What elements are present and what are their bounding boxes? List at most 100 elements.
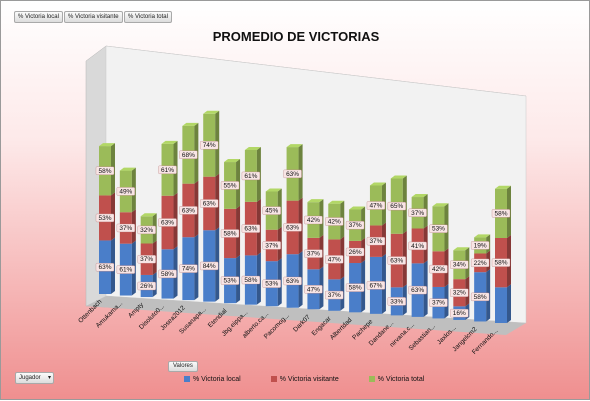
- data-label: 68%: [182, 152, 195, 159]
- data-label: 47%: [307, 286, 320, 293]
- data-label: 47%: [328, 256, 341, 263]
- data-label-box: [200, 141, 219, 150]
- chevron-down-icon: ▾: [47, 375, 51, 381]
- data-label: 32%: [453, 290, 466, 297]
- data-label-box: [387, 297, 406, 306]
- bar-top-cap: [99, 143, 115, 147]
- data-label: 74%: [182, 266, 195, 273]
- data-label-box: [200, 199, 219, 208]
- data-label: 63%: [390, 258, 403, 265]
- data-label-box: [325, 290, 344, 300]
- data-label-box: [387, 256, 406, 265]
- data-label: 63%: [182, 207, 195, 214]
- data-label: 37%: [119, 225, 132, 232]
- data-label-box: [158, 165, 177, 174]
- data-label-box: [366, 201, 386, 210]
- data-label: 37%: [411, 210, 424, 217]
- legend-item-visitante: % Victoria visitante: [270, 373, 339, 385]
- legend-label-visitante: % Victoria visitante: [279, 375, 339, 383]
- bar-top-cap: [119, 167, 136, 171]
- data-label-box: [283, 169, 302, 179]
- data-label: 53%: [98, 215, 111, 222]
- data-label-box: [179, 264, 198, 273]
- data-label-box: [491, 209, 511, 218]
- bar-top-cap: [307, 199, 324, 203]
- data-label-box: [158, 218, 177, 227]
- field-button-local[interactable]: % Victoria local: [14, 11, 63, 23]
- data-label-box: [325, 217, 344, 226]
- data-label-box: [95, 213, 115, 223]
- data-label-box: [408, 285, 427, 295]
- data-label-box: [429, 264, 448, 274]
- bar-top-cap: [182, 122, 199, 126]
- data-label: 63%: [286, 278, 299, 285]
- data-label-box: [137, 281, 156, 291]
- data-label-box: [345, 221, 365, 230]
- data-label: 58%: [494, 260, 507, 267]
- data-label-box: [345, 283, 365, 292]
- data-label: 63%: [411, 287, 424, 294]
- data-label-box: [387, 201, 406, 211]
- data-label: 37%: [349, 222, 362, 229]
- bar-top-cap: [328, 200, 345, 204]
- data-label: 26%: [140, 283, 153, 290]
- data-label-box: [304, 249, 323, 258]
- data-label-box: [116, 265, 135, 274]
- data-label: 42%: [328, 219, 341, 226]
- data-label: 26%: [349, 249, 362, 256]
- data-label: 32%: [140, 227, 153, 234]
- data-label: 34%: [453, 262, 466, 269]
- data-label: 53%: [432, 226, 445, 233]
- data-label-box: [137, 225, 156, 235]
- data-label: 63%: [286, 171, 299, 178]
- data-label-box: [450, 288, 469, 297]
- data-label: 47%: [369, 202, 382, 209]
- data-label: 42%: [307, 217, 320, 224]
- data-label-box: [179, 150, 198, 159]
- data-label: 16%: [453, 310, 466, 317]
- data-label-box: [345, 247, 365, 257]
- field-button-visitante[interactable]: % Victoria visitante: [64, 11, 123, 23]
- data-label-box: [241, 171, 261, 181]
- field-button-total[interactable]: % Victoria total: [124, 11, 172, 23]
- bar-top-cap: [286, 144, 303, 148]
- legend-item-local: % Victoria local: [184, 373, 241, 385]
- data-label: 58%: [474, 294, 487, 301]
- data-label-box: [429, 224, 448, 233]
- data-label-box: [304, 215, 323, 225]
- data-label: 37%: [140, 256, 153, 263]
- data-label-box: [262, 241, 281, 250]
- data-label-box: [325, 255, 344, 264]
- data-label-box: [262, 206, 281, 215]
- bar-segment: [495, 287, 507, 323]
- values-field-button[interactable]: Valores: [168, 361, 198, 372]
- data-label: 45%: [265, 208, 278, 215]
- data-label-box: [471, 241, 490, 250]
- data-label-box: [283, 223, 302, 232]
- data-label: 63%: [286, 224, 299, 231]
- data-label: 58%: [224, 230, 237, 237]
- legend-label-total: % Victoria total: [377, 375, 425, 383]
- chart-floor: [86, 296, 526, 335]
- bar-top-cap: [495, 185, 511, 189]
- bar-top-cap: [244, 146, 261, 150]
- data-label: 58%: [494, 210, 507, 217]
- data-label-box: [366, 237, 386, 246]
- bar-top-cap: [140, 213, 157, 217]
- data-label-box: [220, 181, 240, 190]
- data-label-box: [200, 261, 219, 271]
- bar-top-cap: [349, 206, 366, 210]
- data-label-box: [491, 258, 511, 267]
- data-label-box: [95, 263, 115, 272]
- data-label-box: [179, 206, 198, 215]
- jugador-filter-dropdown[interactable]: Jugador ▾: [15, 372, 54, 384]
- data-label: 55%: [224, 182, 237, 189]
- legend-item-total: % Victoria total: [368, 373, 425, 385]
- data-label-box: [220, 229, 240, 238]
- data-label-box: [116, 223, 135, 233]
- bar-top-cap: [474, 234, 491, 238]
- legend-swatch-visitante: [270, 376, 277, 382]
- data-label: 58%: [161, 271, 174, 278]
